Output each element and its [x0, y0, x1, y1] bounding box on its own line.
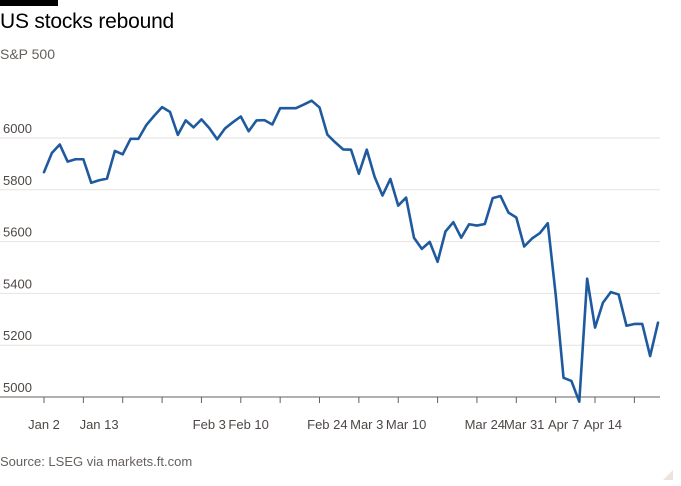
series-line — [42, 99, 660, 403]
y-tick-label: 6000 — [3, 121, 32, 136]
title-accent-bar — [0, 0, 58, 6]
x-axis: Jan 2 Jan 13 Feb 3 Feb 10 Feb 24 Mar 3 Mar 10 M… — [0, 396, 660, 432]
x-tick-label: Feb 10 — [228, 417, 268, 432]
gridlines — [0, 137, 660, 346]
x-tick-label: Apr 14 — [584, 417, 622, 432]
y-axis-tick-labels: 5000 5200 5400 5600 5800 6000 — [3, 121, 32, 395]
chart-title: US stocks rebound — [0, 10, 175, 33]
y-tick-label: 5800 — [3, 173, 32, 188]
x-tick-label: Jan 13 — [80, 417, 119, 432]
x-tick-label: Feb 24 — [307, 417, 347, 432]
y-tick-label: 5000 — [3, 380, 32, 395]
y-tick-label: 5400 — [3, 276, 32, 291]
x-tick-label: Mar 3 — [350, 417, 383, 432]
chart-subtitle: S&P 500 — [0, 46, 56, 62]
corner-mark — [663, 470, 673, 480]
x-tick-label: Mar 24 — [465, 417, 505, 432]
x-tick-label: Jan 2 — [28, 417, 60, 432]
x-tick-label: Mar 31 — [504, 417, 544, 432]
y-tick-label: 5600 — [3, 225, 32, 240]
source-note: Source: LSEG via markets.ft.com — [0, 454, 193, 469]
x-tick-label: Mar 10 — [386, 417, 426, 432]
x-tick-label: Feb 3 — [193, 417, 226, 432]
series-layer — [42, 99, 660, 403]
x-tick-label: Apr 7 — [548, 417, 579, 432]
y-tick-label: 5200 — [3, 328, 32, 343]
